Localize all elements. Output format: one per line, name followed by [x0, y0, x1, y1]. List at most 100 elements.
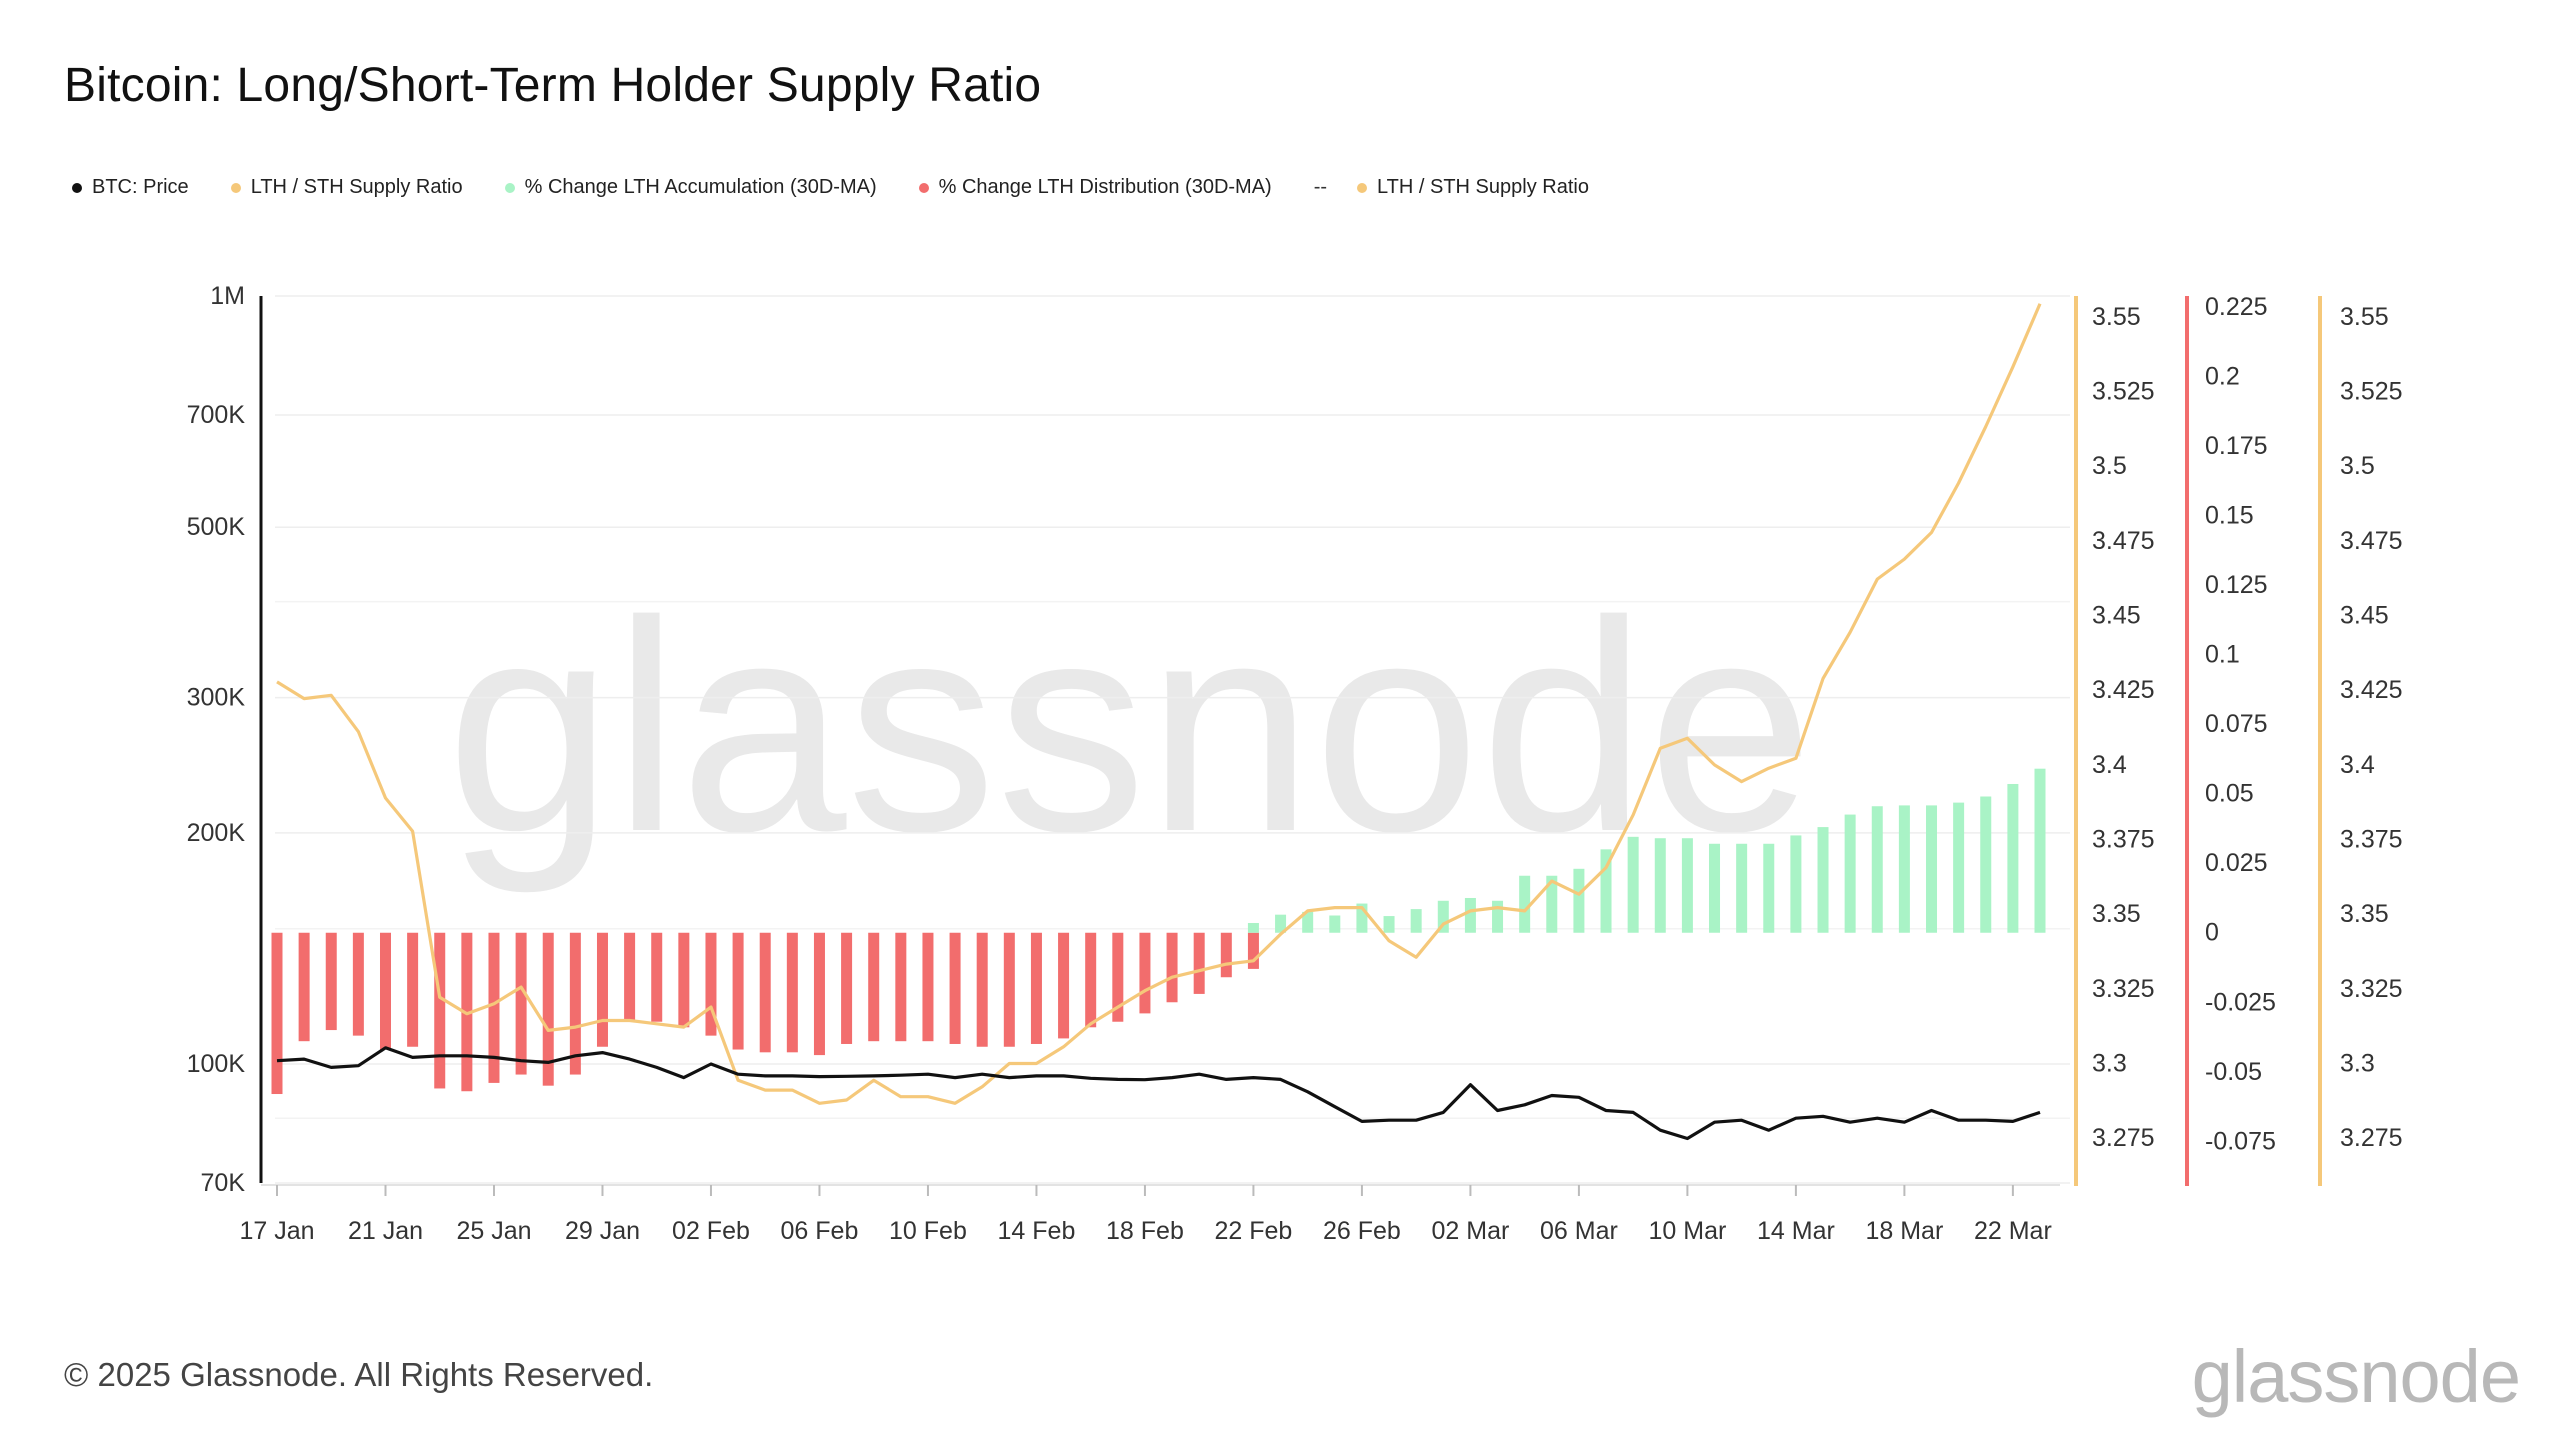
legend-item-lth-distribution[interactable]: % Change LTH Distribution (30D-MA): [918, 176, 1272, 199]
distribution-bar: [1247, 932, 1259, 969]
distribution-bar: [325, 932, 337, 1031]
x-tick-label: 18 Mar: [1865, 1217, 1943, 1245]
change-tick-label: 0.175: [2205, 432, 2268, 460]
ratio-tick-label-2: 3.375: [2340, 826, 2403, 854]
ratio-tick-label: 3.475: [2092, 527, 2155, 555]
accumulation-bar: [1600, 849, 1612, 933]
accumulation-bar: [1736, 843, 1748, 933]
distribution-bar: [542, 932, 554, 1086]
change-tick-label: 0.05: [2205, 780, 2254, 808]
change-tick-label: 0.15: [2205, 502, 2254, 530]
ratio-tick-label-2: 3.35: [2340, 900, 2389, 928]
copyright-text: © 2025 Glassnode. All Rights Reserved.: [64, 1356, 654, 1393]
y-tick-label: 1M: [210, 282, 245, 310]
distribution-bar: [271, 932, 283, 1095]
distribution-bar: [515, 932, 527, 1075]
distribution-bar: [1193, 932, 1205, 994]
ratio-tick-label-2: 3.45: [2340, 602, 2389, 630]
accumulation-bar: [1627, 836, 1639, 933]
legend-dot-icon: [72, 182, 82, 193]
accumulation-bar: [1953, 802, 1965, 933]
ratio-tick-label: 3.35: [2092, 900, 2141, 928]
change-tick-label: 0.225: [2205, 293, 2268, 321]
y-tick-label: 300K: [187, 684, 246, 712]
legend-item-lth-sth-ratio-2[interactable]: LTH / STH Supply Ratio: [1357, 176, 1589, 199]
distribution-bar: [786, 932, 798, 1053]
x-tick-label: 22 Mar: [1974, 1217, 2052, 1245]
x-tick-label: 06 Feb: [781, 1217, 859, 1245]
distribution-bar: [1085, 932, 1097, 1028]
ratio-tick-label: 3.55: [2092, 303, 2141, 331]
legend-label: LTH / STH Supply Ratio: [250, 176, 463, 198]
chart-title: Bitcoin: Long/Short-Term Holder Supply R…: [64, 59, 1042, 112]
distribution-bar: [488, 932, 500, 1083]
distribution-bar: [705, 932, 717, 1036]
ratio-tick-label-2: 3.5: [2340, 452, 2375, 480]
distribution-bar: [976, 932, 988, 1047]
ratio-tick-label-2: 3.475: [2340, 527, 2403, 555]
legend-dot-icon: [504, 182, 515, 193]
x-tick-label: 17 Jan: [239, 1217, 314, 1245]
accumulation-bar: [1844, 814, 1856, 933]
x-tick-label: 21 Jan: [348, 1217, 423, 1245]
change-tick-label: -0.025: [2205, 988, 2276, 1016]
ratio-tick-label-2: 3.55: [2340, 303, 2389, 331]
accumulation-bar: [1980, 796, 1992, 933]
legend-label: % Change LTH Accumulation (30D-MA): [524, 176, 877, 198]
distribution-bar: [352, 932, 364, 1036]
accumulation-bar: [1573, 868, 1585, 933]
distribution-bar: [379, 932, 391, 1050]
accumulation-bar: [1898, 805, 1910, 933]
accumulation-bar: [1356, 903, 1368, 933]
change-tick-label: -0.05: [2205, 1058, 2262, 1086]
ratio-tick-label-2: 3.4: [2340, 751, 2375, 779]
x-tick-label: 10 Feb: [889, 1217, 967, 1245]
accumulation-bar: [1654, 838, 1666, 933]
ratio-tick-label: 3.375: [2092, 826, 2155, 854]
ratio-tick-label: 3.5: [2092, 452, 2127, 480]
distribution-bar: [1220, 932, 1232, 978]
accumulation-bar: [1926, 805, 1938, 933]
accumulation-bar: [1817, 827, 1829, 933]
ratio-tick-label-2: 3.3: [2340, 1050, 2375, 1078]
x-tick-label: 25 Jan: [456, 1217, 531, 1245]
legend-label: % Change LTH Distribution (30D-MA): [938, 176, 1272, 198]
accumulation-bar: [2034, 768, 2046, 933]
legend-separator: --: [1313, 176, 1328, 198]
distribution-bar: [841, 932, 853, 1044]
legend-item-lth-sth-ratio[interactable]: LTH / STH Supply Ratio: [230, 176, 463, 199]
distribution-bar: [678, 932, 690, 1028]
accumulation-bar: [1437, 900, 1449, 933]
y-tick-label: 70K: [201, 1169, 246, 1197]
x-tick-label: 29 Jan: [565, 1217, 640, 1245]
distribution-bar: [434, 932, 446, 1089]
y-tick-label: 100K: [187, 1050, 246, 1078]
y-tick-label: 500K: [187, 513, 246, 541]
legend-item-lth-accumulation[interactable]: % Change LTH Accumulation (30D-MA): [504, 176, 877, 199]
accumulation-bar: [1681, 838, 1693, 933]
distribution-bar: [949, 932, 961, 1044]
accumulation-bar: [1492, 900, 1504, 933]
distribution-bar: [1058, 932, 1070, 1039]
x-tick-label: 22 Feb: [1215, 1217, 1293, 1245]
brand-logo: glassnode: [2191, 1335, 2521, 1418]
x-tick-label: 14 Mar: [1757, 1217, 1835, 1245]
ratio-tick-label: 3.275: [2092, 1124, 2155, 1152]
ratio-tick-label-2: 3.275: [2340, 1124, 2403, 1152]
legend-dot-icon: [918, 182, 929, 193]
legend-dot-icon: [1357, 182, 1368, 193]
x-tick-label: 02 Feb: [672, 1217, 750, 1245]
accumulation-bar: [1410, 909, 1422, 933]
ratio-tick-label-2: 3.325: [2340, 975, 2403, 1003]
accumulation-bar: [1302, 911, 1314, 933]
x-tick-label: 18 Feb: [1106, 1217, 1184, 1245]
distribution-bar: [651, 932, 663, 1022]
accumulation-bar: [1329, 915, 1341, 933]
distribution-bar: [895, 932, 907, 1042]
legend: BTC: Price LTH / STH Supply Ratio % Chan…: [72, 176, 1631, 199]
legend-item-btc-price[interactable]: BTC: Price: [72, 176, 189, 199]
accumulation-bar: [1790, 835, 1802, 933]
distribution-bar: [1166, 932, 1178, 1003]
ratio-tick-label: 3.4: [2092, 751, 2127, 779]
